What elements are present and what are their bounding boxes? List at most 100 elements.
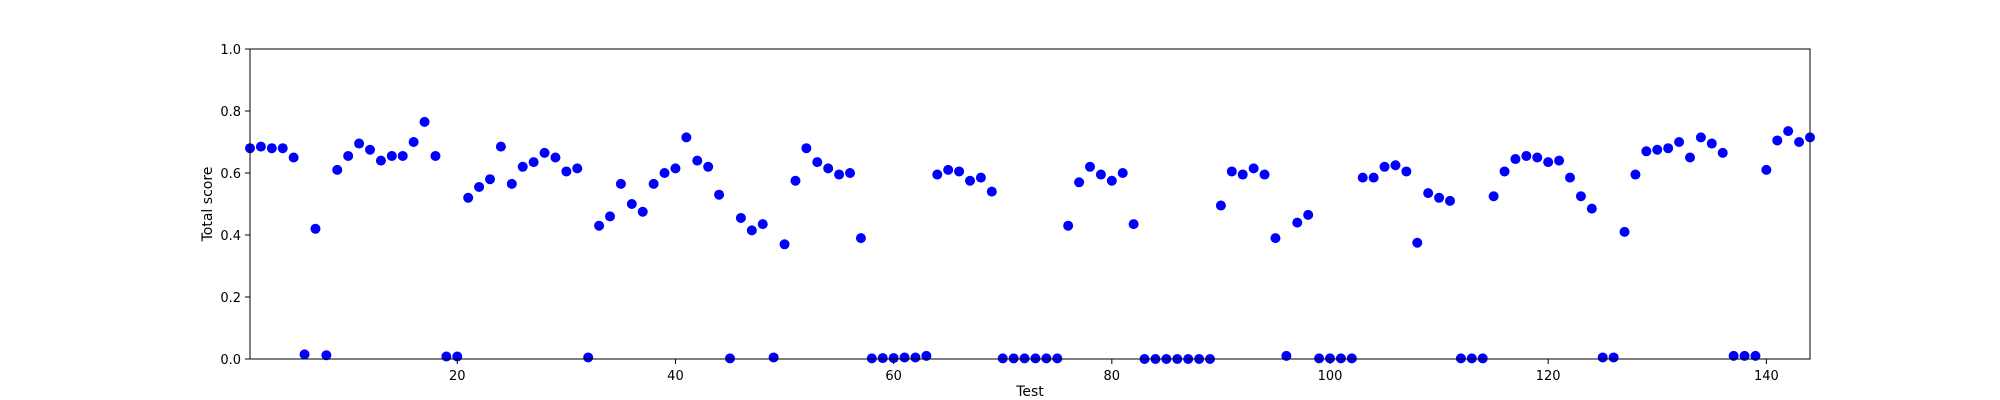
data-point: [1390, 160, 1401, 171]
data-point: [921, 350, 932, 361]
x-tick-label: 20: [449, 369, 466, 384]
data-point: [1739, 350, 1750, 361]
data-point: [703, 161, 714, 172]
data-point: [1532, 152, 1543, 163]
data-point: [386, 150, 397, 161]
data-point: [1008, 353, 1019, 364]
y-tick-label: 0.6: [220, 167, 241, 182]
data-point: [408, 137, 419, 147]
data-point: [1325, 353, 1335, 364]
data-point: [1401, 166, 1412, 177]
data-point: [397, 150, 408, 161]
data-point: [954, 166, 965, 177]
data-point: [605, 211, 615, 222]
y-tick-label: 1.0: [220, 43, 241, 58]
data-point: [637, 206, 648, 217]
data-point: [714, 189, 725, 200]
data-point: [1761, 164, 1772, 175]
data-point: [845, 168, 855, 178]
data-point: [277, 143, 288, 154]
data-point: [670, 163, 681, 174]
data-point: [997, 353, 1008, 364]
data-point: [1085, 161, 1095, 172]
data-point: [735, 212, 746, 223]
y-tick-label: 0.2: [220, 291, 241, 306]
data-point: [1597, 352, 1608, 363]
data-point: [1281, 350, 1292, 361]
data-point: [495, 141, 506, 152]
data-point: [659, 168, 670, 178]
data-point: [321, 350, 332, 361]
data-point: [692, 155, 703, 166]
data-point: [1565, 172, 1575, 183]
data-point: [790, 175, 801, 186]
data-point: [1019, 353, 1030, 364]
data-point: [648, 178, 659, 189]
data-point: [681, 132, 692, 143]
data-point: [1783, 126, 1794, 137]
data-point: [1379, 161, 1390, 172]
data-point: [768, 352, 779, 363]
y-tick-label: 0.4: [220, 229, 241, 244]
data-point: [1674, 137, 1685, 147]
data-point: [561, 166, 572, 177]
data-point: [288, 152, 299, 163]
data-point: [1772, 135, 1783, 146]
data-point: [1728, 350, 1739, 361]
data-point: [1466, 353, 1477, 364]
data-point: [1575, 191, 1586, 202]
y-axis: 0.0 0.2 0.4 0.6 0.8 1.0: [220, 43, 250, 368]
x-tick-label: 100: [1318, 369, 1343, 384]
x-tick-label: 40: [667, 369, 684, 384]
data-point: [1434, 192, 1445, 203]
data-point: [343, 150, 354, 161]
data-point: [332, 164, 343, 175]
data-point: [1335, 353, 1346, 364]
data-point: [943, 164, 954, 175]
y-tick-label: 0.0: [220, 353, 241, 368]
data-point: [910, 352, 921, 363]
data-point: [757, 219, 768, 230]
data-point: [430, 150, 441, 161]
data-point: [877, 353, 888, 364]
data-point: [255, 141, 266, 152]
x-axis-label: Test: [1015, 384, 1044, 400]
data-point: [1128, 219, 1139, 230]
data-point: [1488, 191, 1499, 202]
data-point: [528, 157, 539, 168]
data-point: [1423, 188, 1434, 199]
data-point: [855, 233, 866, 244]
data-point: [1706, 138, 1717, 149]
data-point: [572, 163, 583, 174]
data-point: [779, 239, 790, 250]
data-point: [266, 143, 277, 154]
data-point: [1477, 353, 1488, 364]
data-point: [615, 178, 626, 189]
data-point: [310, 223, 321, 234]
x-tick-label: 80: [1104, 369, 1121, 384]
data-point: [812, 157, 823, 168]
data-point: [485, 174, 495, 185]
data-point: [899, 352, 910, 363]
data-point: [823, 163, 834, 174]
data-point: [888, 353, 899, 364]
data-point: [1717, 147, 1728, 158]
data-point: [1237, 169, 1248, 180]
data-point: [1357, 172, 1368, 183]
y-axis-label: Total score: [200, 167, 216, 243]
data-point: [463, 192, 474, 203]
data-point: [1455, 353, 1466, 364]
data-point: [1117, 168, 1128, 178]
x-tick-label: 120: [1536, 369, 1561, 384]
data-point: [1303, 209, 1314, 220]
data-point: [932, 169, 943, 180]
data-point: [1695, 132, 1706, 143]
data-point: [1630, 169, 1641, 180]
data-point: [299, 349, 310, 360]
data-point: [1095, 169, 1106, 180]
data-point: [1106, 175, 1117, 186]
data-point: [1499, 166, 1510, 177]
data-point: [1543, 157, 1554, 168]
data-point: [1619, 226, 1630, 237]
